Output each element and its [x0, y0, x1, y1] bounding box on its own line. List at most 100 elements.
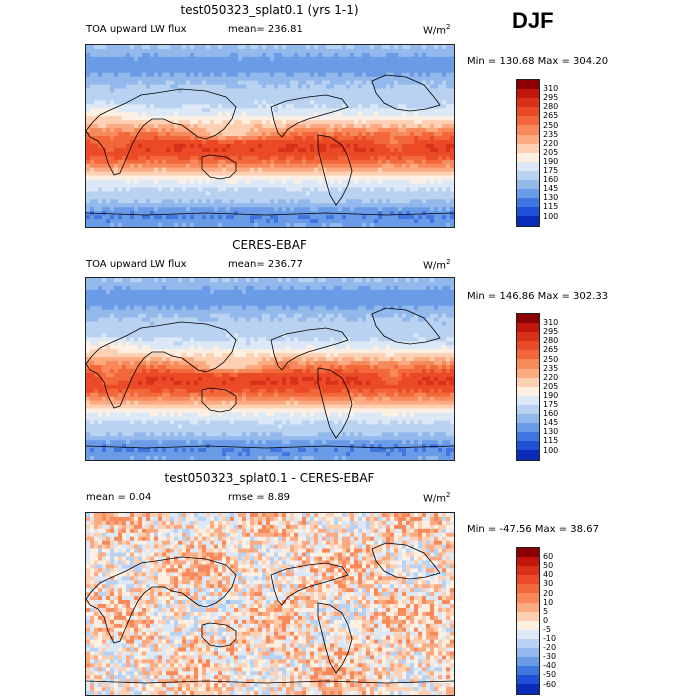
- panel-3-minmax: Min = -47.56 Max = 38.67: [467, 524, 599, 535]
- panel-2-title: CERES-EBAF: [232, 238, 307, 252]
- coastline: [270, 94, 349, 138]
- colorbar-label: 190: [543, 390, 559, 400]
- colorbar-swatch: [517, 314, 539, 324]
- panel-3-rmse-label: rmse = 8.89: [228, 492, 291, 503]
- colorbar-swatch: [517, 368, 539, 378]
- colorbar-label: 205: [543, 147, 559, 157]
- panel-1-map-field: [86, 45, 454, 227]
- colorbar-swatch: [517, 189, 539, 199]
- coastline: [270, 327, 349, 371]
- colorbar-swatch: [517, 350, 539, 360]
- season-label: DJF: [512, 8, 554, 33]
- colorbar-swatch: [517, 657, 539, 667]
- colorbar-swatch: [517, 602, 539, 612]
- colorbar-label: 265: [543, 345, 559, 355]
- colorbar-label: 20: [543, 588, 554, 598]
- colorbar-swatch: [517, 620, 539, 630]
- coastline: [86, 212, 454, 216]
- colorbar-swatch: [517, 89, 539, 99]
- colorbar-label: 235: [543, 363, 559, 373]
- colorbar-label: 145: [543, 418, 559, 428]
- colorbar-swatch: [517, 611, 539, 621]
- colorbar-swatch: [517, 341, 539, 351]
- panel-3-colorbar: [516, 547, 540, 695]
- colorbar-label: 130: [543, 427, 559, 437]
- colorbar-label: 145: [543, 184, 559, 194]
- colorbar-swatch: [517, 198, 539, 208]
- coastline: [201, 387, 237, 413]
- colorbar-swatch: [517, 207, 539, 217]
- colorbar-swatch: [517, 80, 539, 90]
- colorbar-swatch: [517, 170, 539, 181]
- colorbar-label: 115: [543, 202, 559, 212]
- colorbar-swatch: [517, 180, 539, 190]
- panel-2-map: [85, 277, 455, 461]
- colorbar-label: -10: [543, 634, 557, 643]
- colorbar-swatch: [517, 675, 539, 685]
- colorbar-swatch: [517, 125, 539, 135]
- coastline: [86, 321, 237, 409]
- colorbar-swatch: [517, 359, 539, 369]
- colorbar-swatch: [517, 441, 539, 451]
- colorbar-swatch: [517, 432, 539, 442]
- colorbar-swatch: [517, 323, 539, 333]
- colorbar-swatch: [517, 638, 539, 649]
- colorbar-label: 220: [543, 138, 559, 148]
- coastline: [86, 88, 237, 176]
- colorbar-label: 235: [543, 129, 559, 139]
- colorbar-swatch: [517, 116, 539, 126]
- panel-1-title: test050323_splat0.1 (yrs 1-1): [180, 3, 359, 17]
- panel-3-map-field: [86, 513, 454, 695]
- panel-2-variable-label: TOA upward LW flux: [86, 259, 187, 270]
- colorbar-swatch: [517, 143, 539, 153]
- colorbar-swatch: [517, 648, 539, 658]
- colorbar-label: 175: [543, 166, 559, 175]
- colorbar-label: 100: [543, 211, 559, 221]
- coastline: [86, 680, 454, 684]
- colorbar-swatch: [517, 566, 539, 576]
- colorbar-swatch: [517, 629, 539, 639]
- colorbar-label: -50: [543, 670, 557, 680]
- colorbar-label: 160: [543, 175, 559, 185]
- panel-1-colorbar: [516, 79, 540, 227]
- colorbar-label: 0: [543, 615, 549, 625]
- coastline: [201, 154, 237, 180]
- coastline: [317, 602, 353, 674]
- colorbar-label: 175: [543, 400, 559, 409]
- colorbar-swatch: [517, 332, 539, 342]
- colorbar-label: 100: [543, 445, 559, 455]
- colorbar-swatch: [517, 557, 539, 567]
- panel-1-units-label: W/m2: [423, 23, 451, 37]
- colorbar-swatch: [517, 404, 539, 415]
- colorbar-swatch: [517, 395, 539, 405]
- panel-2-mean-label: mean= 236.77: [228, 259, 303, 270]
- panel-2-units-label: W/m2: [423, 258, 451, 272]
- colorbar-swatch: [517, 575, 539, 585]
- colorbar-label: 250: [543, 120, 559, 130]
- colorbar-label: 130: [543, 193, 559, 203]
- coastline: [317, 367, 353, 439]
- colorbar-swatch: [517, 666, 539, 676]
- panel-1-mean-label: mean= 236.81: [228, 24, 303, 35]
- colorbar-label: 265: [543, 111, 559, 121]
- panel-2-map-field: [86, 278, 454, 460]
- colorbar-swatch: [517, 584, 539, 594]
- panel-2-minmax: Min = 146.86 Max = 302.33: [467, 291, 609, 302]
- colorbar-label: 205: [543, 381, 559, 391]
- colorbar-label: 160: [543, 409, 559, 419]
- panel-3-title: test050323_splat0.1 - CERES-EBAF: [164, 471, 375, 485]
- panel-3-map: [85, 512, 455, 696]
- coastline: [371, 74, 441, 112]
- colorbar-swatch: [517, 684, 539, 694]
- colorbar-label: 295: [543, 327, 559, 337]
- colorbar-label: 115: [543, 436, 559, 446]
- colorbar-label: 220: [543, 372, 559, 382]
- panel-1-map: [85, 44, 455, 228]
- colorbar-swatch: [517, 377, 539, 387]
- panel-1-variable-label: TOA upward LW flux: [86, 24, 187, 35]
- colorbar-swatch: [517, 386, 539, 396]
- colorbar-label: 310: [543, 84, 559, 94]
- colorbar-label: 280: [543, 336, 559, 346]
- colorbar-label: -60: [543, 679, 557, 689]
- colorbar-label: 5: [543, 606, 549, 616]
